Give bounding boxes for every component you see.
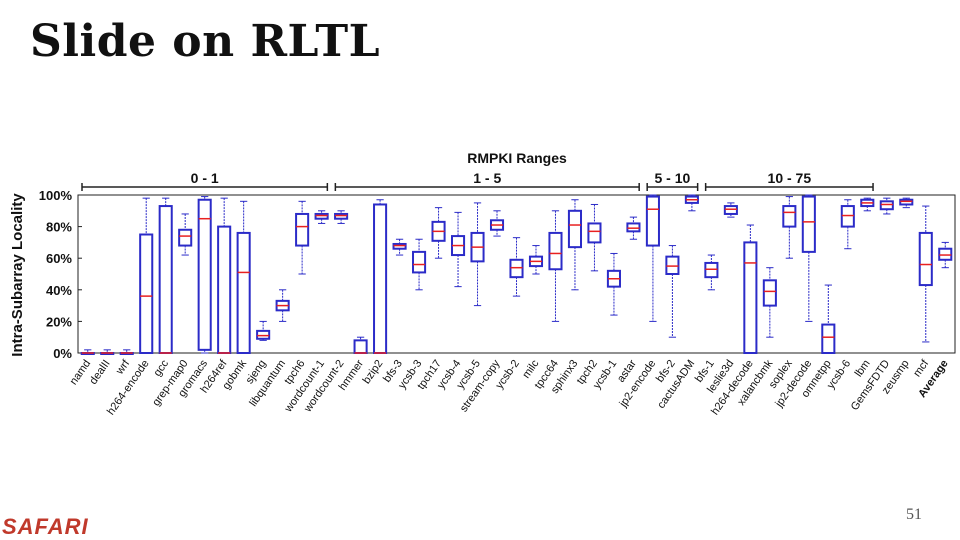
box-GemsFDTD	[879, 197, 894, 215]
box-iqr	[587, 222, 602, 244]
y-tick-label: 0%	[53, 346, 72, 361]
box-iqr	[723, 205, 738, 215]
plot-frame	[77, 194, 956, 354]
box-iqr	[801, 195, 816, 253]
box-dealII	[100, 349, 115, 355]
box-ycsb-6	[840, 199, 855, 250]
box-bfs-1	[704, 254, 719, 291]
x-tick-label: bzip2	[361, 358, 386, 386]
x-tick-label: dealII	[87, 358, 112, 387]
box-iqr	[899, 198, 914, 206]
box-hmmer	[353, 336, 368, 355]
box-iqr	[782, 205, 797, 228]
safari-logo: SAFARI	[2, 514, 89, 539]
box-iqr	[762, 279, 777, 307]
box-iqr	[645, 195, 660, 247]
box-lbm	[860, 197, 875, 212]
box-astar	[626, 216, 641, 240]
box-omnetpp	[821, 284, 836, 354]
box-ycsb-2	[509, 237, 524, 297]
box-iqr	[236, 231, 251, 354]
box-iqr	[743, 241, 758, 354]
y-tick-label: 40%	[46, 283, 72, 298]
box-iqr	[197, 198, 212, 351]
box-iqr	[392, 242, 407, 250]
box-iqr	[665, 255, 680, 276]
box-h264ref	[217, 197, 232, 354]
box-ycsb-4	[450, 211, 466, 288]
box-zeusmp	[899, 197, 914, 209]
box-h264-decode	[743, 224, 758, 354]
box-iqr	[704, 261, 719, 279]
box-iqr	[178, 228, 193, 247]
box-iqr	[334, 212, 349, 220]
box-tpcc64	[548, 210, 563, 322]
box-xalancbmk	[762, 267, 777, 338]
box-Average	[938, 241, 953, 269]
y-tick-label: 20%	[46, 314, 72, 329]
box-tpch6	[295, 200, 310, 275]
box-plot-chart: RMPKI Ranges 0 - 1 1 - 5 5 - 10 10 - 75 0% 2…	[0, 145, 960, 417]
box-iqr	[938, 247, 953, 261]
box-libquantum	[275, 289, 290, 322]
box-iqr	[412, 250, 427, 274]
box-soplex	[782, 196, 797, 259]
y-tick-label: 60%	[46, 251, 72, 266]
box-wordcount-2	[334, 210, 349, 224]
box-gromacs	[197, 196, 212, 354]
chart-title: RMPKI Ranges	[467, 150, 567, 166]
box-iqr	[295, 212, 310, 247]
box-grep-map0	[178, 213, 193, 256]
box-milc	[528, 245, 544, 275]
box-iqr	[256, 329, 271, 340]
box-iqr	[353, 339, 368, 355]
box-h264-encode	[139, 197, 154, 354]
box-iqr	[626, 222, 641, 233]
box-namd	[80, 349, 95, 355]
box-mcf	[918, 205, 933, 343]
range-label: 10 - 75	[768, 170, 812, 186]
box-stream-copy	[489, 210, 505, 237]
y-tick-label: 100%	[39, 188, 73, 203]
range-label: 1 - 5	[473, 170, 501, 186]
box-jp2-decode	[801, 194, 816, 322]
box-ycsb-3	[412, 238, 427, 291]
slide-title: Slide on RLTL	[30, 16, 381, 67]
range-label: 5 - 10	[655, 170, 691, 186]
box-tpch17	[431, 207, 446, 259]
y-tick-label: 80%	[46, 220, 72, 235]
box-ycsb-1	[606, 252, 621, 316]
box-bfs-2	[665, 245, 680, 338]
box-iqr	[314, 212, 329, 220]
box-iqr	[840, 205, 855, 228]
y-axis-label: Intra-Subarray Locality	[9, 193, 26, 357]
box-bzip2	[373, 199, 388, 355]
chart-svg: RMPKI Ranges 0 - 1 1 - 5 5 - 10 10 - 75 0% 2…	[9, 150, 956, 417]
box-ycsb-5	[470, 202, 485, 307]
box-cactusADM	[684, 194, 699, 212]
box-iqr	[548, 231, 563, 271]
box-bfs-3	[392, 238, 407, 256]
box-leslie3d	[723, 202, 738, 218]
box-wrf	[119, 349, 134, 355]
box-sjeng	[256, 320, 271, 341]
box-iqr	[509, 258, 524, 279]
box-wordcount-1	[314, 210, 329, 224]
box-iqr	[139, 233, 154, 354]
x-tick-label: namd	[68, 358, 94, 387]
box-iqr	[567, 209, 583, 249]
box-iqr	[217, 225, 232, 354]
box-jp2-encode	[645, 194, 660, 322]
box-sphinx3	[567, 199, 583, 291]
box-gcc	[158, 197, 173, 355]
box-iqr	[821, 323, 836, 354]
box-tpch2	[587, 203, 602, 272]
box-iqr	[918, 231, 933, 287]
box-iqr	[879, 200, 894, 211]
box-iqr	[373, 203, 388, 355]
box-gobmk	[236, 200, 251, 354]
box-iqr	[158, 205, 173, 355]
page-number: 51	[906, 506, 922, 523]
range-label: 0 - 1	[191, 170, 219, 186]
